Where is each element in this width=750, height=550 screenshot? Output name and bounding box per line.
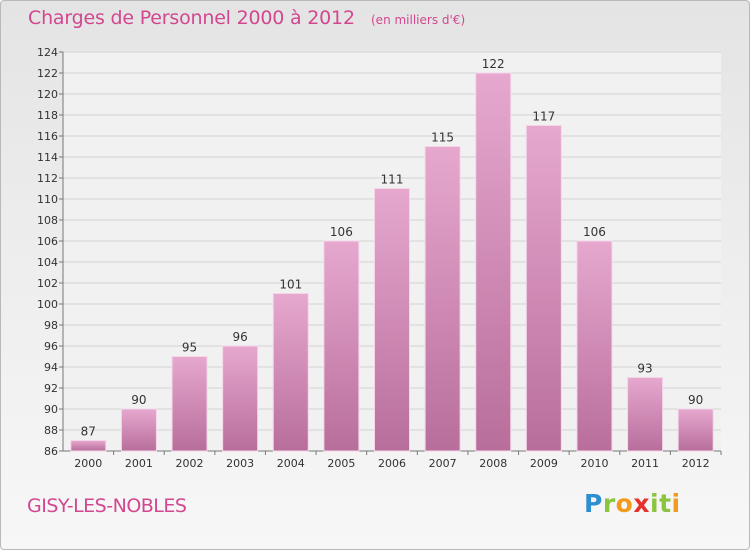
y-tick-label: 108 (37, 214, 58, 227)
value-label: 115 (431, 131, 454, 145)
x-tick-label: 2002 (176, 457, 204, 470)
y-tick-label: 90 (44, 403, 58, 416)
x-tick-label: 2008 (479, 457, 507, 470)
x-tick-label: 2000 (74, 457, 102, 470)
y-tick-label: 124 (37, 46, 58, 59)
chart-subtitle: (en milliers d'€) (371, 13, 466, 27)
value-label: 90 (131, 393, 146, 407)
logo-letter: t (659, 489, 672, 518)
value-label: 93 (637, 362, 652, 376)
bar (171, 356, 208, 452)
logo-letter: x (633, 489, 650, 518)
value-label: 90 (688, 393, 703, 407)
x-tick-label: 2003 (226, 457, 254, 470)
value-label: 111 (381, 173, 404, 187)
y-tick-label: 86 (44, 445, 58, 458)
logo-letter: r (602, 489, 616, 518)
value-label: 95 (182, 341, 197, 355)
y-tick-label: 102 (37, 277, 58, 290)
x-tick-label: 2011 (631, 457, 659, 470)
bar (222, 345, 259, 452)
logo-letter: o (615, 489, 634, 518)
y-tick-label: 120 (37, 88, 58, 101)
commune-name: GISY-LES-NOBLES (27, 495, 187, 517)
y-tick-label: 96 (44, 340, 58, 353)
value-label: 101 (279, 278, 302, 292)
value-label: 106 (330, 225, 353, 239)
bar (272, 293, 309, 452)
x-tick-label: 2010 (580, 457, 608, 470)
y-tick-label: 116 (37, 130, 58, 143)
y-tick-label: 122 (37, 67, 58, 80)
bar (627, 377, 664, 452)
y-tick-label: 88 (44, 424, 58, 437)
bar (677, 408, 714, 452)
y-tick-label: 106 (37, 235, 58, 248)
bar (374, 188, 410, 452)
value-label: 122 (482, 57, 505, 71)
y-tick-label: 114 (37, 151, 58, 164)
bar (475, 72, 512, 452)
logo-letter: P (584, 489, 603, 518)
y-tick-label: 104 (37, 256, 58, 269)
value-label: 106 (583, 225, 606, 239)
logo-letter: i (671, 489, 681, 518)
bar (424, 146, 461, 452)
logo-letter: i (650, 489, 660, 518)
y-tick-label: 100 (37, 298, 58, 311)
y-tick-label: 110 (37, 193, 58, 206)
bar (323, 240, 360, 452)
chart-title: Charges de Personnel 2000 à 2012 (28, 7, 355, 29)
x-tick-label: 2006 (378, 457, 406, 470)
x-tick-label: 2012 (682, 457, 710, 470)
value-label: 87 (81, 425, 96, 439)
y-tick-label: 112 (37, 172, 58, 185)
x-tick-label: 2004 (277, 457, 305, 470)
value-label: 117 (532, 110, 555, 124)
proxiti-logo: Proxiti (584, 489, 681, 518)
bar (576, 240, 613, 452)
x-tick-label: 2005 (327, 457, 355, 470)
x-tick-label: 2009 (530, 457, 558, 470)
y-tick-label: 94 (44, 361, 58, 374)
x-tick-label: 2001 (125, 457, 153, 470)
bar (120, 408, 157, 452)
x-tick-label: 2007 (429, 457, 457, 470)
y-tick-label: 92 (44, 382, 58, 395)
bar (70, 440, 107, 452)
y-tick-label: 98 (44, 319, 58, 332)
y-tick-label: 118 (37, 109, 58, 122)
value-label: 96 (233, 330, 248, 344)
bar (525, 125, 562, 452)
